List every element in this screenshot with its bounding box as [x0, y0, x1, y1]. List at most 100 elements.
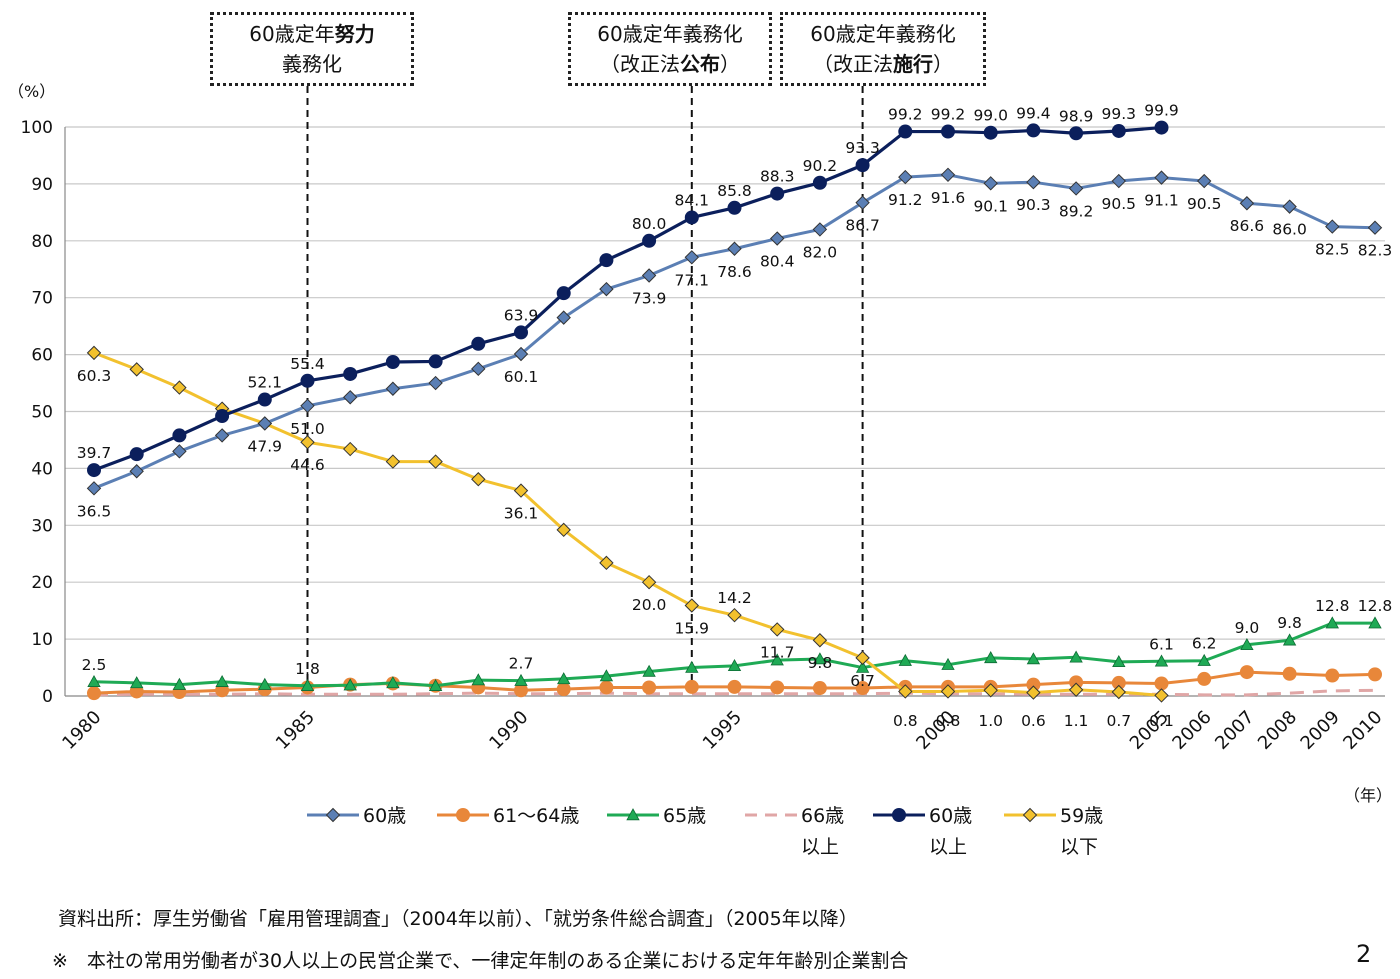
- data-point-s60plus: [428, 354, 443, 369]
- legend-label: 以上: [929, 836, 967, 858]
- data-point-s61_64: [87, 686, 101, 701]
- legend-label: 65歳: [663, 805, 706, 827]
- legend-label: 以上: [801, 836, 839, 858]
- legend-marker-s59: [1022, 807, 1038, 823]
- data-label: 11.7: [760, 643, 795, 661]
- data-point-s60plus: [471, 336, 486, 351]
- data-label: 63.9: [504, 306, 539, 324]
- data-label: 91.2: [888, 191, 923, 209]
- data-point-s65: [1026, 652, 1041, 665]
- callout-text: ）: [933, 52, 953, 76]
- x-tick-label: 2010: [1339, 707, 1386, 754]
- y-tick-label: 10: [31, 630, 53, 650]
- data-point-s59: [342, 441, 358, 457]
- data-label: 86.0: [1272, 221, 1307, 239]
- data-label: 89.2: [1059, 202, 1094, 220]
- footnote: ※ 本社の常用労働者が30人以上の民営企業で、一律定年制のある企業における定年年…: [52, 950, 909, 972]
- data-point-s61_64: [770, 680, 785, 695]
- data-label: 99.4: [1016, 104, 1051, 122]
- data-label: 52.1: [248, 374, 283, 392]
- data-label: 88.3: [760, 168, 795, 186]
- data-point-s59: [129, 362, 144, 377]
- data-point-s60plus: [770, 186, 785, 201]
- data-point-s60: [342, 390, 358, 405]
- data-label: 77.1: [675, 271, 710, 289]
- data-point-s61_64: [1026, 677, 1041, 692]
- data-point-s65: [941, 657, 955, 670]
- data-point-s59: [898, 684, 913, 699]
- data-point-s60: [684, 250, 700, 265]
- data-point-s65: [1282, 633, 1297, 646]
- x-tick-label: 1985: [272, 707, 319, 754]
- data-point-s60plus: [385, 354, 400, 369]
- data-point-s65: [471, 673, 485, 686]
- data-label: 80.0: [632, 215, 667, 233]
- data-point-s60plus: [514, 325, 528, 340]
- x-tick-label: 1990: [485, 707, 532, 754]
- y-tick-label: 100: [21, 118, 53, 138]
- legend-label: 60歳: [363, 805, 406, 827]
- data-point-s59: [172, 380, 187, 395]
- callout-text-bold: 努力: [334, 22, 375, 46]
- data-label: 9.0: [1235, 619, 1260, 637]
- data-point-s60plus: [1069, 126, 1084, 141]
- data-point-s60plus: [684, 210, 699, 225]
- data-point-s65: [727, 659, 742, 672]
- data-point-s60: [898, 169, 913, 185]
- page-number: 2: [1356, 940, 1372, 968]
- legend-marker-s65: [626, 808, 640, 821]
- callout-text: ）: [720, 52, 740, 76]
- data-label: 82.3: [1358, 242, 1393, 260]
- y-tick-label: 90: [31, 175, 53, 195]
- data-point-s60: [471, 361, 486, 377]
- data-point-s60: [1196, 173, 1212, 189]
- data-point-s60: [727, 241, 742, 256]
- y-tick-label: 0: [42, 687, 53, 707]
- y-tick-label: 60: [31, 346, 53, 366]
- data-point-s60: [1325, 219, 1340, 234]
- data-point-s60plus: [1026, 123, 1041, 138]
- series-line-s65: [93, 621, 1375, 688]
- data-label: 9.8: [808, 654, 833, 672]
- data-point-s60plus: [983, 125, 998, 140]
- data-point-s60: [86, 481, 102, 496]
- callout-effort-obligation: 60歳定年努力 義務化: [210, 12, 414, 86]
- data-point-s59: [641, 574, 657, 590]
- data-point-s60plus: [215, 409, 230, 424]
- data-point-s59: [385, 454, 401, 469]
- data-point-s61_64: [556, 682, 571, 697]
- data-point-s59: [769, 622, 785, 637]
- data-label: 0.6: [1021, 712, 1046, 730]
- legend-label: 以下: [1060, 836, 1098, 858]
- data-point-s59: [513, 483, 529, 498]
- data-label: 6.2: [1192, 635, 1217, 653]
- data-point-s59: [1068, 682, 1084, 697]
- data-point-s60: [940, 167, 956, 183]
- data-point-s60: [300, 398, 315, 414]
- legend-label: 60歳: [929, 805, 972, 827]
- callout-law-promulgation: 60歳定年義務化 （改正法公布）: [568, 12, 772, 86]
- data-point-s65: [770, 653, 784, 666]
- data-label: 60.3: [77, 367, 112, 385]
- data-label: 85.8: [717, 182, 752, 200]
- data-point-s65: [428, 678, 443, 691]
- data-label: 99.2: [888, 106, 923, 124]
- data-point-s60plus: [599, 253, 614, 268]
- y-tick-label: 70: [31, 289, 53, 309]
- data-point-s60plus: [172, 428, 187, 443]
- data-point-s60: [1068, 181, 1084, 196]
- data-point-s65: [215, 674, 229, 687]
- data-point-s59: [855, 650, 870, 666]
- x-tick-label: 2009: [1297, 707, 1344, 754]
- data-label: 0.1: [1149, 712, 1174, 730]
- callout-text: 義務化: [282, 52, 342, 76]
- data-point-s59: [556, 522, 571, 538]
- data-point-s65: [813, 652, 827, 665]
- data-point-s65: [1368, 616, 1382, 629]
- source-note: 資料出所：厚生労働省「雇用管理調査」（2004年以前）、「就労条件総合調査」（2…: [58, 908, 858, 930]
- data-point-s60: [983, 176, 998, 191]
- data-label: 20.0: [632, 596, 667, 614]
- data-point-s60: [1111, 173, 1127, 189]
- data-point-s59: [1111, 684, 1127, 700]
